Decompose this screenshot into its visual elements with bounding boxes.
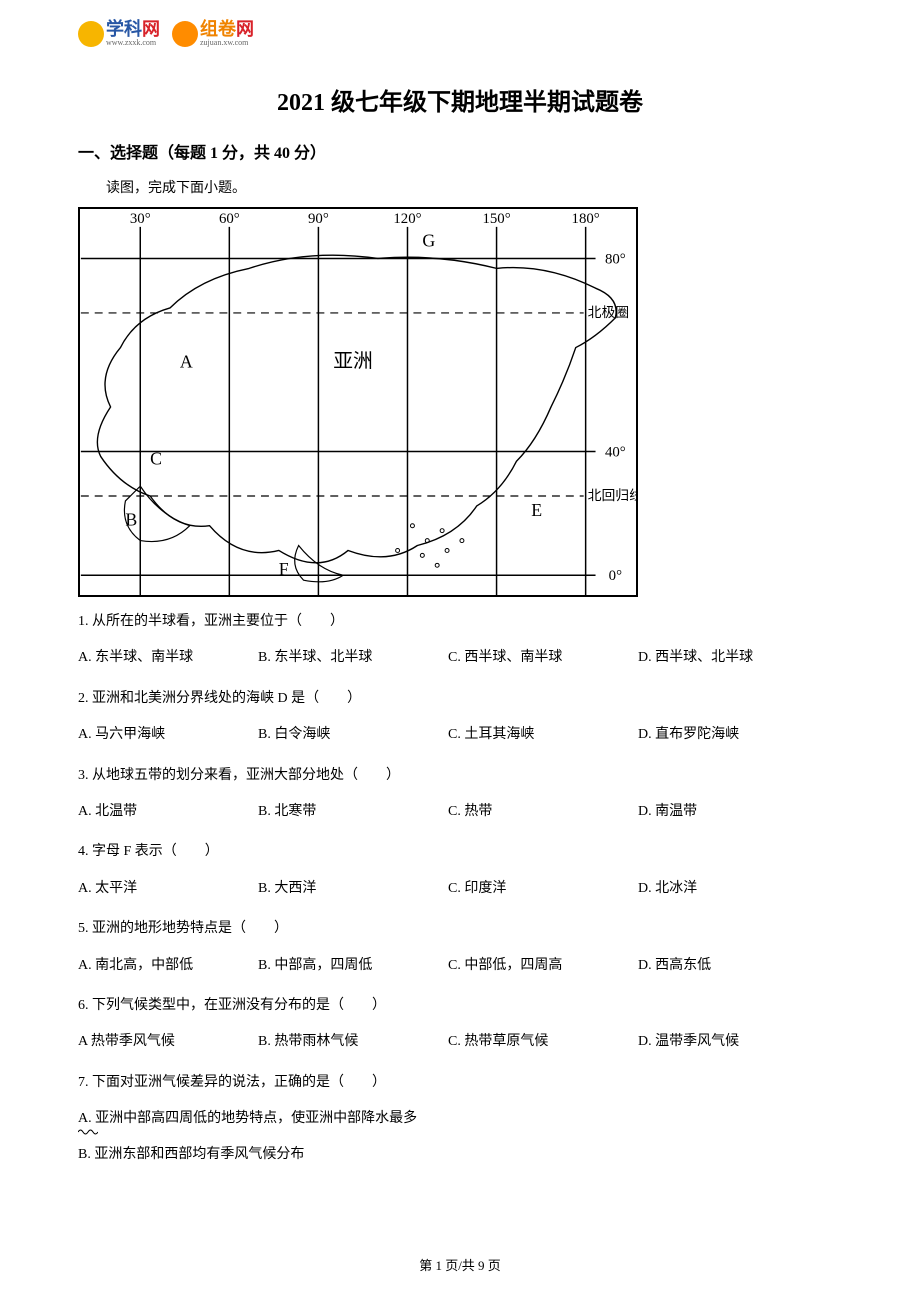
question-text: 4. 字母 F 表示（ ）	[78, 841, 842, 863]
question-text: 1. 从所在的半球看，亚洲主要位于（ ）	[78, 611, 842, 633]
page-title: 2021 级七年级下期地理半期试题卷	[78, 82, 842, 117]
logo-xkw-sub: www.zxxk.com	[106, 39, 160, 47]
option: A. 南北高，中部低	[78, 955, 258, 977]
header-logos: 学科网 www.zxxk.com 组卷网 zujuan.xw.com	[78, 20, 254, 47]
logo-xkw-main: 学科网	[106, 20, 160, 39]
svg-text:亚洲: 亚洲	[333, 350, 373, 372]
logo-xkw-main1: 学科	[106, 19, 142, 39]
question-text: 7. 下面对亚洲气候差异的说法，正确的是（ ）	[78, 1072, 842, 1094]
option: B. 大西洋	[258, 878, 448, 900]
page-content: 2021 级七年级下期地理半期试题卷 一、选择题（每题 1 分，共 40 分） …	[78, 82, 842, 1181]
option: B. 东半球、北半球	[258, 647, 448, 669]
svg-text:E: E	[531, 500, 542, 520]
option: B. 白令海峡	[258, 724, 448, 746]
question-text: 5. 亚洲的地形地势特点是（ ）	[78, 918, 842, 940]
svg-text:0°: 0°	[609, 568, 622, 584]
svg-text:B: B	[125, 510, 137, 530]
mascot-icon	[172, 21, 198, 47]
option: A 热带季风气候	[78, 1031, 258, 1053]
svg-text:北回归线: 北回归线	[588, 487, 636, 503]
svg-text:80°: 80°	[605, 251, 626, 267]
option: A. 马六甲海峡	[78, 724, 258, 746]
svg-text:A: A	[180, 351, 193, 371]
logo-zjw-text: 组卷网 zujuan.xw.com	[200, 20, 254, 47]
instruction: 读图，完成下面小题。	[106, 177, 842, 197]
option: A. 东半球、南半球	[78, 647, 258, 669]
svg-text:F: F	[279, 559, 289, 579]
option: B. 热带雨林气候	[258, 1031, 448, 1053]
logo-zjw-main: 组卷网	[200, 20, 254, 39]
svg-text:90°: 90°	[308, 211, 329, 227]
page-footer: 第 1 页/共 9 页	[0, 1255, 920, 1274]
logo-zjw-main2: 网	[236, 19, 254, 39]
option-long: B. 亚洲东部和西部均有季风气候分布	[78, 1144, 842, 1166]
option: C. 热带	[448, 801, 638, 823]
logo-zjw-main1: 组卷	[200, 19, 236, 39]
logo-xkw: 学科网 www.zxxk.com	[78, 20, 160, 47]
option: C. 印度洋	[448, 878, 638, 900]
option: D. 温带季风气候	[638, 1031, 828, 1053]
option: B. 北寒带	[258, 801, 448, 823]
questions-block: 1. 从所在的半球看，亚洲主要位于（ ） A. 东半球、南半球B. 东半球、北半球…	[78, 611, 842, 1167]
option: C. 土耳其海峡	[448, 724, 638, 746]
options-row: A. 太平洋B. 大西洋C. 印度洋D. 北冰洋	[78, 878, 842, 900]
svg-text:150°: 150°	[482, 211, 510, 227]
option: D. 南温带	[638, 801, 828, 823]
question-text: 6. 下列气候类型中，在亚洲没有分布的是（ ）	[78, 995, 842, 1017]
options-row: A 热带季风气候B. 热带雨林气候C. 热带草原气候D. 温带季风气候	[78, 1031, 842, 1053]
option: A. 太平洋	[78, 878, 258, 900]
option: D. 西半球、北半球	[638, 647, 828, 669]
options-row: A. 东半球、南半球B. 东半球、北半球C. 西半球、南半球D. 西半球、北半球	[78, 647, 842, 669]
option: B. 中部高，四周低	[258, 955, 448, 977]
logo-zjw: 组卷网 zujuan.xw.com	[172, 20, 254, 47]
option: D. 北冰洋	[638, 878, 828, 900]
logo-zjw-sub: zujuan.xw.com	[200, 39, 254, 47]
mascot-icon	[78, 21, 104, 47]
svg-text:C: C	[150, 448, 162, 468]
option: C. 西半球、南半球	[448, 647, 638, 669]
svg-text:120°: 120°	[393, 211, 421, 227]
svg-text:180°: 180°	[572, 211, 600, 227]
option: D. 西高东低	[638, 955, 828, 977]
svg-text:G: G	[422, 231, 435, 251]
options-row: A. 南北高，中部低B. 中部高，四周低C. 中部低，四周高D. 西高东低	[78, 955, 842, 977]
question-text: 3. 从地球五带的划分来看，亚洲大部分地处（ ）	[78, 765, 842, 787]
option-long: A. 亚洲中部高四周低的地势特点，使亚洲中部降水最多	[78, 1108, 842, 1130]
svg-text:60°: 60°	[219, 211, 240, 227]
logo-xkw-text: 学科网 www.zxxk.com	[106, 20, 160, 47]
option: C. 中部低，四周高	[448, 955, 638, 977]
map-figure: GACBEF亚洲 30°60°90°120°150°180° 80°40°0° …	[78, 207, 638, 597]
question-text: 2. 亚洲和北美洲分界线处的海峡 D 是（ ）	[78, 688, 842, 710]
option: D. 直布罗陀海峡	[638, 724, 828, 746]
option: C. 热带草原气候	[448, 1031, 638, 1053]
asia-map-svg: GACBEF亚洲 30°60°90°120°150°180° 80°40°0° …	[80, 209, 636, 595]
svg-text:30°: 30°	[130, 211, 151, 227]
options-row: A. 北温带B. 北寒带C. 热带D. 南温带	[78, 801, 842, 823]
option: A. 北温带	[78, 801, 258, 823]
options-row: A. 马六甲海峡B. 白令海峡C. 土耳其海峡D. 直布罗陀海峡	[78, 724, 842, 746]
section-header: 一、选择题（每题 1 分，共 40 分）	[78, 139, 842, 163]
wavy-underline-icon	[78, 1128, 98, 1136]
svg-text:北极圈: 北极圈	[588, 305, 630, 320]
logo-xkw-main2: 网	[142, 19, 160, 39]
svg-text:40°: 40°	[605, 444, 626, 460]
